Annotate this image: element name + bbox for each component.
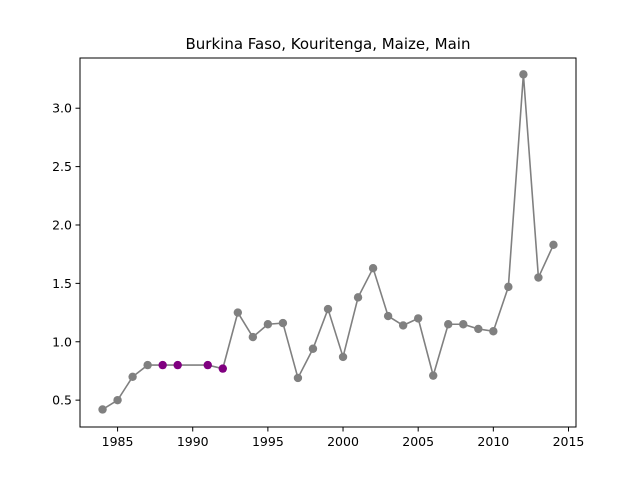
data-point — [474, 324, 483, 334]
data-point — [278, 318, 288, 328]
data-point — [323, 304, 333, 314]
data-point — [368, 263, 378, 273]
data-point — [203, 360, 212, 370]
y-tick-label: 2.0 — [52, 217, 72, 232]
data-point — [489, 327, 498, 336]
chart-title: Burkina Faso, Kouritenga, Maize, Main — [186, 35, 471, 53]
y-tick-label: 0.5 — [52, 393, 72, 408]
data-point — [128, 372, 137, 381]
data-point — [158, 360, 167, 370]
y-axis: 0.5 1.0 1.5 2.0 2.5 3.0 — [52, 101, 80, 408]
data-point — [98, 405, 107, 414]
y-tick-label: 2.5 — [52, 159, 72, 174]
data-point — [534, 273, 543, 282]
data-point — [519, 70, 528, 79]
data-point — [293, 373, 303, 383]
data-point — [308, 344, 318, 353]
data-point — [263, 320, 273, 329]
x-axis: 1985 1990 1995 2000 2005 2010 2015 — [102, 427, 585, 449]
data-point — [248, 332, 258, 342]
data-point — [549, 240, 558, 250]
data-point — [413, 314, 423, 323]
data-point — [429, 371, 438, 380]
data-point — [218, 364, 227, 373]
y-tick-label: 1.0 — [52, 334, 72, 349]
data-point — [233, 308, 243, 317]
plot-area — [98, 70, 558, 414]
x-tick-label: 2010 — [477, 434, 509, 449]
series-line — [102, 74, 555, 411]
data-point — [338, 352, 348, 362]
x-tick-label: 2005 — [402, 434, 434, 449]
data-point — [504, 282, 513, 292]
y-tick-label: 3.0 — [52, 101, 72, 116]
x-tick-label: 2000 — [327, 434, 359, 449]
x-tick-label: 1995 — [252, 434, 284, 449]
x-tick-label: 2015 — [553, 434, 585, 449]
data-point — [444, 320, 453, 329]
axes-frame — [79, 57, 577, 428]
data-point — [383, 311, 393, 321]
data-point — [353, 293, 363, 302]
data-point — [398, 321, 408, 330]
data-point — [143, 360, 152, 370]
data-point — [113, 395, 122, 405]
x-tick-label: 1985 — [102, 434, 134, 449]
x-tick-label: 1990 — [177, 434, 209, 449]
y-tick-label: 1.5 — [52, 276, 72, 291]
data-point — [173, 360, 182, 370]
data-point — [459, 320, 468, 329]
